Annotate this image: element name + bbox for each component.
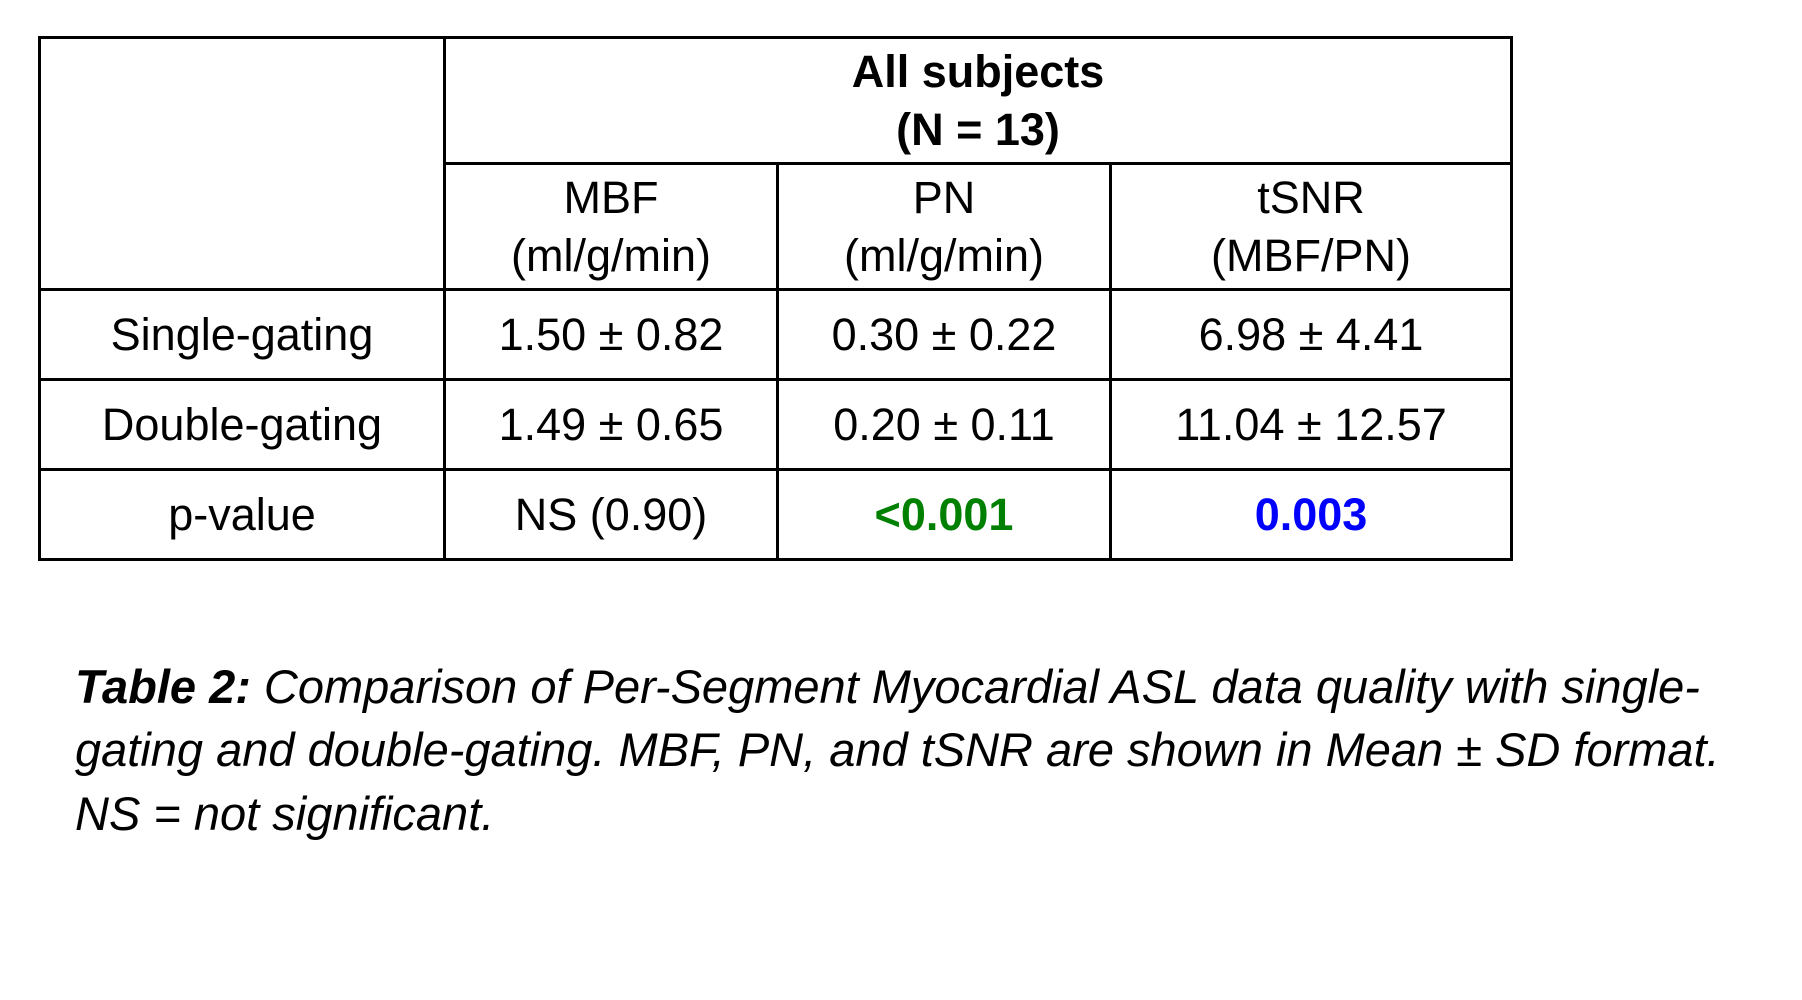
table-column-header-row: MBF (ml/g/min) PN (ml/g/min) tSNR (MBF/P…	[40, 162, 1513, 292]
table-row-single-gating: Single-gating 1.50 ± 0.82 0.30 ± 0.22 6.…	[38, 288, 1513, 382]
table-caption-text: Comparison of Per-Segment Myocardial ASL…	[75, 660, 1720, 840]
cell-single-gating-tsnr: 6.98 ± 4.41	[1109, 288, 1513, 382]
column-header-tsnr: tSNR (MBF/PN)	[1109, 162, 1513, 292]
cell-p-value-mbf: NS (0.90)	[443, 468, 779, 562]
cell-double-gating-pn: 0.20 ± 0.11	[776, 378, 1112, 472]
table-row-double-gating: Double-gating 1.49 ± 0.65 0.20 ± 0.11 11…	[38, 378, 1513, 472]
column-header-tsnr-title: tSNR	[1257, 172, 1365, 224]
cell-double-gating-mbf: 1.49 ± 0.65	[443, 378, 779, 472]
column-header-mbf-unit: (ml/g/min)	[511, 229, 711, 281]
row-label-single-gating: Single-gating	[38, 288, 446, 382]
table-header-row-group: All subjects (N = 13)	[38, 35, 1513, 292]
column-header-pn-unit: (ml/g/min)	[844, 229, 1044, 281]
column-header-tsnr-unit: (MBF/PN)	[1211, 229, 1411, 281]
table-row-p-value: p-value NS (0.90) <0.001 0.003	[38, 468, 1513, 562]
cell-p-value-pn-significant: <0.001	[776, 468, 1112, 562]
cell-p-value-tsnr-significant: 0.003	[1109, 468, 1513, 562]
column-header-mbf-title: MBF	[563, 172, 659, 224]
cell-single-gating-mbf: 1.50 ± 0.82	[443, 288, 779, 382]
group-header-line1: All subjects	[851, 46, 1105, 97]
table-caption-label: Table 2:	[75, 660, 251, 713]
column-header-pn: PN (ml/g/min)	[776, 162, 1112, 292]
corner-empty-cell	[38, 35, 446, 292]
row-label-double-gating: Double-gating	[38, 378, 446, 472]
table-caption: Table 2: Comparison of Per-Segment Myoca…	[75, 655, 1775, 845]
column-header-mbf: MBF (ml/g/min)	[443, 162, 779, 292]
cell-double-gating-tsnr: 11.04 ± 12.57	[1109, 378, 1513, 472]
group-header-cell: All subjects (N = 13)	[443, 35, 1513, 166]
group-header-line2: (N = 13)	[896, 103, 1060, 155]
column-header-pn-title: PN	[912, 172, 976, 224]
results-table: All subjects (N = 13) MBF (ml/g/min) PN …	[38, 35, 1513, 562]
cell-single-gating-pn: 0.30 ± 0.22	[776, 288, 1112, 382]
row-label-p-value: p-value	[38, 468, 446, 562]
